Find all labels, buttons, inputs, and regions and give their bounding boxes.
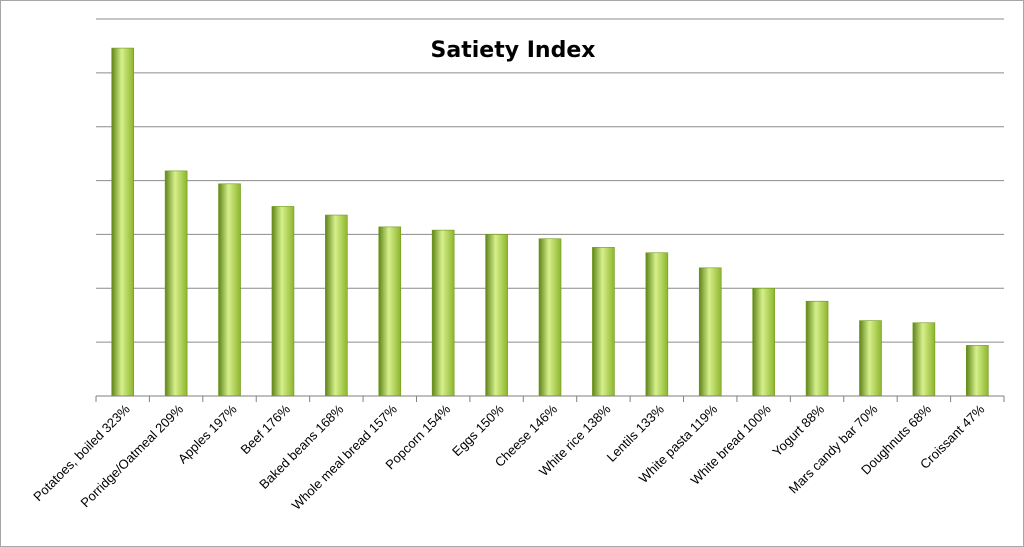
bar: [431, 229, 455, 397]
bar: [538, 238, 562, 397]
bar: [378, 226, 402, 397]
category-labels: Potatoes, boiled 323%Porridge/Oatmeal 20…: [30, 401, 988, 513]
category-label: Eggs 150%: [449, 401, 507, 459]
bar: [752, 287, 775, 397]
category-label: Whole meal bread 157%: [289, 401, 401, 513]
bar: [271, 206, 295, 397]
category-label: Yogurt 88%: [769, 401, 827, 459]
category-label: Potatoes, boiled 323%: [30, 401, 133, 504]
bar: [912, 322, 936, 397]
bar: [111, 47, 135, 397]
bar: [805, 300, 829, 397]
bar: [485, 234, 508, 397]
bar: [965, 345, 989, 397]
chart-title: Satiety Index: [431, 38, 596, 63]
x-axis: [95, 395, 1005, 402]
bar: [325, 214, 348, 397]
gridlines: [96, 18, 1004, 343]
bar: [645, 252, 669, 397]
bar: [698, 267, 722, 397]
bars: [111, 47, 989, 397]
bar: [218, 183, 241, 397]
category-label: Porridge/Oatmeal 209%: [78, 401, 187, 510]
bar: [592, 247, 615, 397]
category-label: Mars candy bar 70%: [786, 401, 881, 496]
bar: [164, 170, 188, 397]
category-label: Beef 176%: [237, 401, 293, 457]
bar: [859, 320, 882, 397]
